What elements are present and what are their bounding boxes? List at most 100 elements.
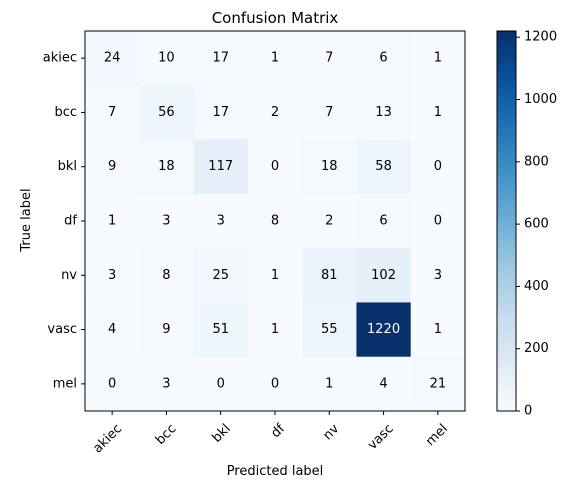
cell-value-label: 2 xyxy=(325,214,333,229)
cell-value-label: 25 xyxy=(212,268,229,283)
heatmap-cells xyxy=(85,31,466,412)
cell-value-label: 1 xyxy=(325,376,333,391)
cell-value-label: 0 xyxy=(217,376,225,391)
heatmap-cell-mel-akiec xyxy=(85,356,140,412)
colorbar-tick-label-1200: 1200 xyxy=(524,30,557,45)
cell-value-label: 13 xyxy=(375,105,392,120)
heatmap-cell-bcc-df xyxy=(247,85,303,141)
heatmap-cell-mel-bcc xyxy=(139,356,195,412)
heatmap-cell-bcc-mel xyxy=(410,85,466,141)
colorbar-ticks: 0 200 400 600 800 1000 1200 xyxy=(516,30,557,419)
heatmap-cell-vasc-mel xyxy=(410,302,466,358)
heatmap-cell-akiec-nv xyxy=(302,31,357,86)
cell-value-label: 1 xyxy=(434,105,442,120)
heatmap-cell-akiec-akiec xyxy=(85,31,140,86)
cell-value-label: 1 xyxy=(271,51,279,66)
heatmap-cell-akiec-bkl xyxy=(193,31,249,86)
x-tick-label-akiec: akiec xyxy=(90,421,125,456)
heatmap-cell-df-nv xyxy=(302,193,357,249)
heatmap-cell-akiec-df xyxy=(247,31,303,86)
heatmap-cell-nv-bkl xyxy=(193,248,249,303)
cell-value-label: 18 xyxy=(158,159,175,174)
cell-value-label: 10 xyxy=(158,51,175,66)
x-tick-label-df: df xyxy=(268,421,288,441)
y-tick-label-bcc: bcc xyxy=(54,105,77,120)
colorbar xyxy=(496,30,517,412)
heatmap-cell-bkl-vasc xyxy=(356,139,412,195)
colorbar-tick-label-1000: 1000 xyxy=(524,92,557,107)
cell-value-label: 21 xyxy=(430,376,447,391)
heatmap-cell-bkl-mel xyxy=(410,139,466,195)
heatmap-cell-mel-vasc xyxy=(356,356,412,412)
heatmap-cell-nv-bcc xyxy=(139,248,195,303)
cell-value-label: 17 xyxy=(212,51,229,66)
cell-value-label: 1 xyxy=(271,322,279,337)
colorbar-tick-label-800: 800 xyxy=(524,154,549,169)
heatmap-cell-mel-df xyxy=(247,356,303,412)
colorbar-tick-label-600: 600 xyxy=(524,217,549,232)
heatmap-cell-vasc-df xyxy=(247,302,303,358)
cell-value-label: 8 xyxy=(271,214,279,229)
heatmap-cell-mel-mel xyxy=(410,356,466,412)
heatmap-cell-bkl-nv xyxy=(302,139,357,195)
heatmap-cell-nv-mel xyxy=(410,248,466,303)
cell-value-label: 3 xyxy=(108,268,116,283)
heatmap-cell-nv-akiec xyxy=(85,248,140,303)
y-axis-label: True label xyxy=(19,188,34,252)
heatmap-cell-bcc-bcc xyxy=(139,85,195,141)
x-axis-ticks: akiec bcc bkl df nv vasc mel xyxy=(90,411,451,456)
cell-value-label: 7 xyxy=(325,51,333,66)
cell-value-label: 4 xyxy=(108,322,116,337)
x-tick-label-nv: nv xyxy=(320,421,342,443)
cell-value-label: 24 xyxy=(104,51,121,66)
x-tick-label-bcc: bcc xyxy=(153,421,180,448)
colorbar-tick-label-0: 0 xyxy=(524,404,532,419)
heatmap-cell-nv-nv xyxy=(302,248,357,303)
y-tick-label-bkl: bkl xyxy=(58,159,77,174)
heatmap-cell-df-mel xyxy=(410,193,466,249)
y-tick-label-akiec: akiec xyxy=(43,51,77,66)
cell-value-label: 3 xyxy=(217,214,225,229)
heatmap-cell-akiec-vasc xyxy=(356,31,412,86)
cell-value-label: 102 xyxy=(371,268,396,283)
y-axis-ticks: akiec bcc bkl df nv vasc mel xyxy=(43,51,85,391)
cell-value-label: 56 xyxy=(158,105,175,120)
heatmap-cell-nv-df xyxy=(247,248,303,303)
cell-value-label: 1220 xyxy=(367,322,400,337)
colorbar-tick-label-400: 400 xyxy=(524,279,549,294)
cell-value-label: 7 xyxy=(325,105,333,120)
cell-value-label: 55 xyxy=(321,322,338,337)
cell-value-label: 3 xyxy=(162,214,170,229)
heatmap-cell-bkl-bkl xyxy=(193,139,249,195)
heatmap-cell-mel-nv xyxy=(302,356,357,412)
cell-value-label: 117 xyxy=(208,159,233,174)
cell-value-label: 18 xyxy=(321,159,338,174)
heatmap-cell-bkl-akiec xyxy=(85,139,140,195)
heatmap-cell-vasc-bkl xyxy=(193,302,249,358)
heatmap-cell-bkl-df xyxy=(247,139,303,195)
heatmap-cell-vasc-nv xyxy=(302,302,357,358)
cell-value-label: 9 xyxy=(162,322,170,337)
heatmap-cell-bkl-bcc xyxy=(139,139,195,195)
cell-value-label: 9 xyxy=(108,159,116,174)
y-tick-label-nv: nv xyxy=(61,268,77,283)
x-tick-label-mel: mel xyxy=(423,421,451,449)
y-tick-label-vasc: vasc xyxy=(47,322,77,337)
cell-value-label: 1 xyxy=(434,322,442,337)
cell-value-label: 1 xyxy=(434,51,442,66)
heatmap-cell-mel-bkl xyxy=(193,356,249,412)
cell-value-label: 4 xyxy=(379,376,387,391)
heatmap-cell-bcc-bkl xyxy=(193,85,249,141)
heatmap-cell-df-bkl xyxy=(193,193,249,249)
heatmap-cell-bcc-vasc xyxy=(356,85,412,141)
x-tick-label-bkl: bkl xyxy=(209,421,233,445)
heatmap-cell-bcc-akiec xyxy=(85,85,140,141)
heatmap-cell-vasc-bcc xyxy=(139,302,195,358)
cell-value-label: 2 xyxy=(271,105,279,120)
cell-value-label: 6 xyxy=(379,214,387,229)
heatmap-cell-nv-vasc xyxy=(356,248,412,303)
y-tick-label-mel: mel xyxy=(53,376,77,391)
cell-value-label: 0 xyxy=(271,376,279,391)
cell-value-label: 3 xyxy=(434,268,442,283)
